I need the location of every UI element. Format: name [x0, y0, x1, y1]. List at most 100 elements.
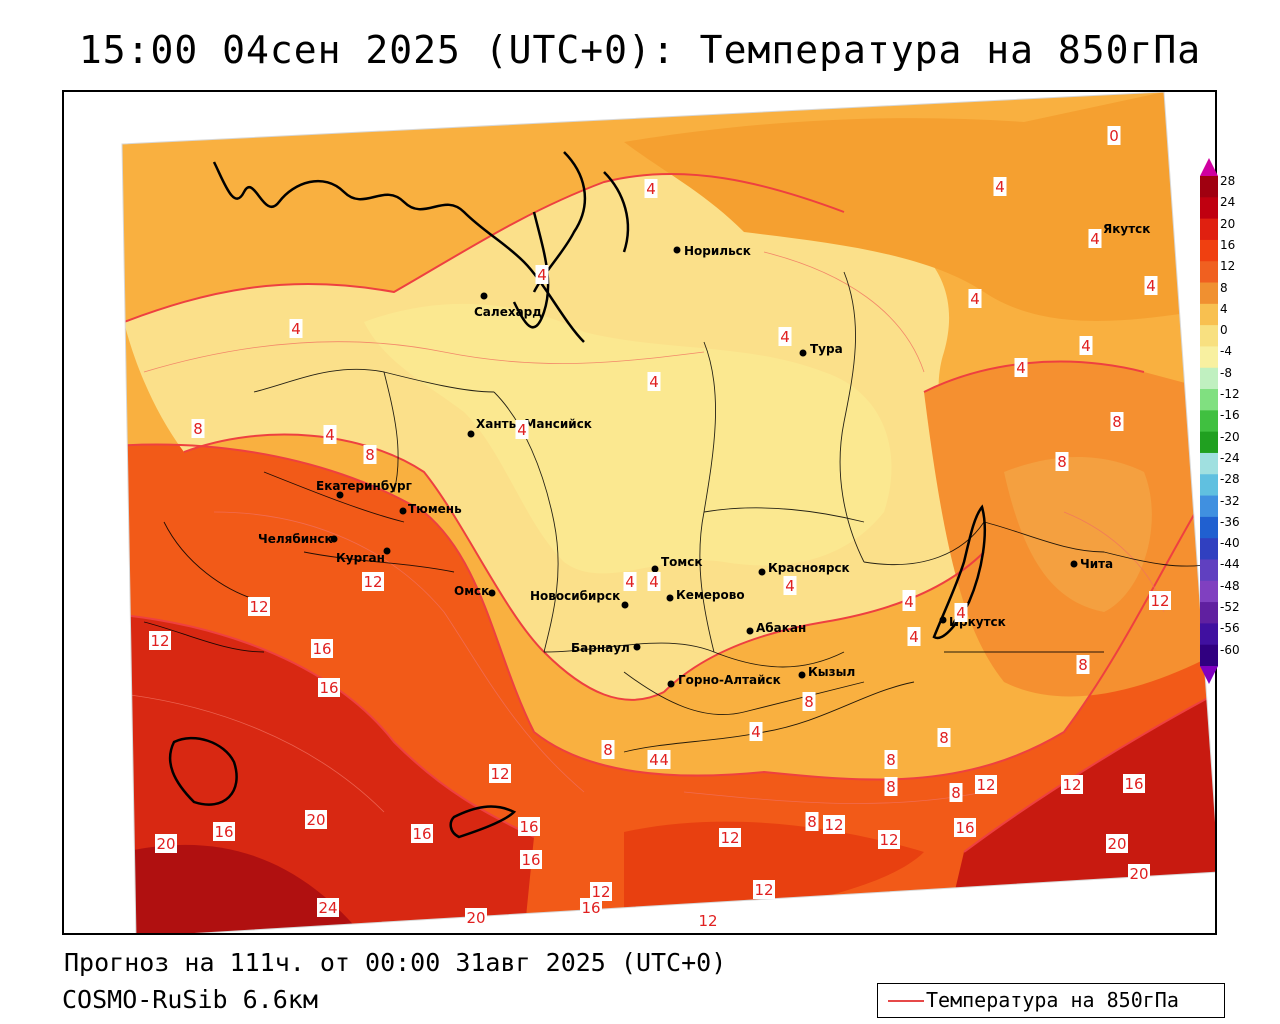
- svg-text:12: 12: [249, 598, 268, 616]
- city-abakan[interactable]: Абакан: [746, 621, 807, 635]
- svg-text:Салехард: Салехард: [474, 305, 542, 319]
- svg-text:4: 4: [909, 628, 919, 646]
- contour-label: 12: [248, 597, 270, 616]
- colorbar-swatch: [1200, 602, 1218, 624]
- city-kyzyl[interactable]: Кызыл: [798, 665, 856, 679]
- svg-text:4: 4: [995, 178, 1005, 196]
- contour-label: 4: [515, 420, 529, 439]
- city-gorno-altaysk[interactable]: Горно-Алтайск: [667, 673, 781, 688]
- contour-label: 12: [149, 631, 171, 650]
- city-tura[interactable]: Тура: [799, 342, 843, 357]
- forecast-info: Прогноз на 111ч. от 00:00 31авг 2025 (UT…: [64, 948, 727, 977]
- colorbar-swatch: [1200, 239, 1218, 262]
- colorbar-tick-label: -60: [1220, 642, 1240, 657]
- contour-label: 8: [884, 777, 898, 796]
- svg-text:4: 4: [649, 373, 659, 391]
- city-yekaterinburg[interactable]: Екатеринбург: [316, 479, 412, 499]
- contour-label: 16: [1123, 774, 1145, 793]
- colorbar-tick-label: 16: [1220, 237, 1236, 252]
- svg-text:16: 16: [312, 640, 331, 658]
- contour-label: 12: [975, 775, 997, 794]
- colorbar-tick-label: -8: [1220, 365, 1232, 380]
- svg-text:Курган: Курган: [336, 551, 385, 565]
- city-yakutsk[interactable]: Якутск: [1093, 222, 1151, 237]
- svg-text:Кемерово: Кемерово: [676, 588, 745, 602]
- cities: Норильск Якутск Салехард Тура Ханты-Манс…: [258, 222, 1150, 688]
- colorbar-swatch: [1200, 474, 1218, 497]
- svg-text:4: 4: [956, 604, 966, 622]
- contour-labels: 4444444444444444444444408888888888881212…: [149, 126, 1171, 930]
- colorbar-tick-label: -20: [1220, 429, 1240, 444]
- svg-text:8: 8: [365, 446, 375, 464]
- admin-borders: [143, 271, 1215, 753]
- contour-label: 4: [647, 572, 661, 591]
- svg-text:8: 8: [951, 784, 961, 802]
- svg-text:Красноярск: Красноярск: [768, 561, 850, 575]
- svg-text:4: 4: [659, 751, 669, 769]
- svg-text:20: 20: [466, 909, 485, 927]
- city-chita[interactable]: Чита: [1070, 557, 1114, 571]
- svg-text:4: 4: [537, 266, 547, 284]
- svg-text:8: 8: [1078, 656, 1088, 674]
- colorbar-swatch: [1200, 410, 1218, 433]
- contour-label: 4: [323, 425, 337, 444]
- colorbar-tick-label: -32: [1220, 493, 1240, 508]
- contour-label: 8: [937, 728, 951, 747]
- contour-label: 0: [1107, 126, 1121, 145]
- colorbar-bottom-arrow: [1200, 666, 1218, 684]
- contour-label: 16: [518, 817, 540, 836]
- svg-text:8: 8: [886, 751, 896, 769]
- contour-label: 8: [884, 750, 898, 769]
- colorbar-swatch: [1200, 644, 1218, 667]
- temperature-field: [122, 92, 1215, 933]
- city-kurgan[interactable]: Курган: [336, 547, 391, 566]
- city-tomsk[interactable]: Томск: [651, 555, 703, 573]
- legend-label: Температура на 850гПа: [926, 988, 1179, 1012]
- colorbar-tick-label: 20: [1220, 216, 1236, 231]
- city-chelyabinsk[interactable]: Челябинск: [258, 532, 338, 546]
- contour-label: 8: [601, 740, 615, 759]
- city-novosibirsk[interactable]: Новосибирск: [530, 589, 629, 609]
- svg-text:16: 16: [955, 819, 974, 837]
- contour-label: 12: [590, 882, 612, 901]
- svg-text:8: 8: [603, 741, 613, 759]
- city-omsk[interactable]: Омск: [454, 584, 496, 598]
- city-norilsk[interactable]: Норильск: [673, 244, 751, 258]
- contour-label: 4: [289, 319, 303, 338]
- colorbar-swatch: [1200, 516, 1218, 539]
- svg-text:4: 4: [291, 320, 301, 338]
- contour-label: 12: [1061, 775, 1083, 794]
- svg-text:20: 20: [1129, 865, 1148, 883]
- contour-label: 12: [753, 880, 775, 899]
- contour-label: 4: [1014, 358, 1028, 377]
- city-khanty-mansiysk[interactable]: Ханты-Мансийск: [467, 417, 592, 438]
- colorbar-swatch: [1200, 580, 1218, 603]
- svg-text:8: 8: [193, 420, 203, 438]
- colorbar-tick-label: -44: [1220, 557, 1240, 572]
- svg-text:4: 4: [646, 180, 656, 198]
- contour-label: 12: [362, 572, 384, 591]
- contour-label: 4: [647, 750, 661, 769]
- contour-label: 4: [1144, 276, 1158, 295]
- city-tyumen[interactable]: Тюмень: [399, 502, 463, 516]
- svg-text:16: 16: [214, 823, 233, 841]
- contour-label: 8: [1076, 655, 1090, 674]
- map-panel[interactable]: Норильск Якутск Салехард Тура Ханты-Манс…: [62, 90, 1217, 935]
- svg-text:Тура: Тура: [810, 342, 843, 356]
- city-barnaul[interactable]: Барнаул: [571, 641, 641, 655]
- contour-label: 20: [155, 834, 177, 853]
- svg-text:Якутск: Якутск: [1103, 222, 1150, 236]
- svg-text:12: 12: [591, 883, 610, 901]
- city-salekhard[interactable]: Салехард: [474, 292, 542, 320]
- svg-text:Екатеринбург: Екатеринбург: [316, 479, 412, 493]
- city-irkutsk[interactable]: Иркутск: [939, 615, 1006, 629]
- contour-label: 4: [535, 265, 549, 284]
- city-krasnoyarsk[interactable]: Красноярск: [758, 561, 850, 576]
- colorbar-swatch: [1200, 559, 1218, 582]
- contour-label: 8: [363, 445, 377, 464]
- contour-label: 4: [1079, 336, 1093, 355]
- colorbar-swatch: [1200, 325, 1218, 347]
- city-kemerovo[interactable]: Кемерово: [666, 588, 745, 602]
- svg-text:Кызыл: Кызыл: [808, 665, 855, 679]
- contour-label: 12: [719, 828, 741, 847]
